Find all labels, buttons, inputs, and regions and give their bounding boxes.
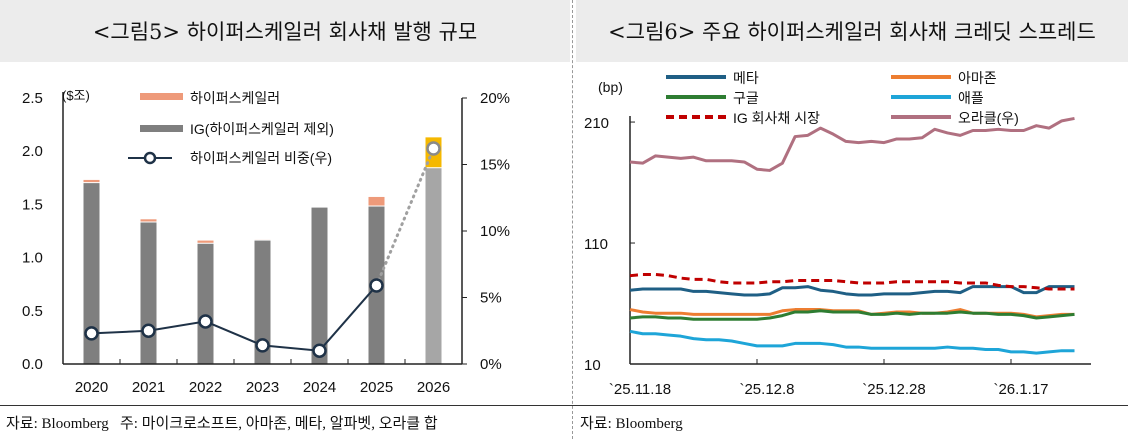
- bar-ig: [254, 240, 271, 364]
- x-tick-label: `25.11.18: [609, 381, 671, 398]
- x-tick-label: 2020: [75, 379, 108, 396]
- share-line-projection: [375, 147, 435, 288]
- legend-swatch-hyperscaler: [140, 93, 183, 100]
- y-tick-label: 210: [584, 115, 609, 132]
- x-tick-label: `25.12.28: [862, 381, 925, 398]
- share-point: [198, 314, 213, 329]
- footnote-right: 자료: Bloomberg: [580, 416, 683, 432]
- x-tick-label: `26.1.17: [993, 381, 1048, 398]
- y-tick-label: 10: [584, 357, 601, 374]
- legend-label: 하이퍼스케일러 비중(우): [190, 150, 332, 166]
- y2-tick-label: 15%: [480, 157, 510, 174]
- x-tick-label: 2024: [303, 379, 336, 396]
- bar-ig: [425, 168, 442, 364]
- bar-ig: [311, 207, 328, 364]
- panel-divider: [572, 0, 573, 439]
- x-tick-label: 2021: [132, 379, 165, 396]
- x-tick-label: 2026: [417, 379, 450, 396]
- series-line: [629, 309, 1075, 321]
- legend-label: 오라클(우): [958, 110, 1019, 126]
- unit-label: (bp): [598, 79, 623, 95]
- share-point: [255, 338, 270, 353]
- legend-swatch-ig: [140, 125, 183, 132]
- bar-ig: [83, 183, 100, 364]
- legend-label: 애플: [958, 90, 984, 106]
- legend-label: 아마존: [958, 70, 997, 86]
- footer-rule: [0, 405, 1128, 406]
- issuance-chart: 2020 2021 2022 2023 2024 2025 2026 0.0 0.5 1.0 1.5…: [22, 88, 510, 396]
- bar-hyperscaler: [197, 240, 214, 243]
- y-tick-label: 0.5: [22, 303, 43, 320]
- share-point: [312, 343, 327, 358]
- legend-marker-share: [143, 151, 157, 165]
- bar-hyperscaler: [83, 179, 100, 183]
- y2-tick-label: 5%: [480, 290, 502, 307]
- share-point: [426, 141, 441, 156]
- x-tick-label: `25.12.8: [739, 381, 794, 398]
- series-line: [629, 285, 1075, 297]
- legend-label: 구글: [733, 90, 759, 106]
- y-tick-label: 2.5: [22, 90, 43, 107]
- unit-label: ($조): [62, 88, 90, 103]
- x-tick-label: 2022: [189, 379, 222, 396]
- y-tick-label: 0.0: [22, 356, 43, 373]
- y2-tick-label: 20%: [480, 90, 510, 107]
- y-tick-label: 1.5: [22, 196, 43, 213]
- bar-hyperscaler: [368, 196, 385, 206]
- share-point: [84, 326, 99, 341]
- figure6-title: <그림6> 주요 하이퍼스케일러 회사채 크레딧 스프레드: [576, 0, 1128, 62]
- legend-label: IG 회사채 시장: [733, 110, 820, 126]
- share-line: [91, 284, 378, 352]
- legend-label: 메타: [733, 70, 759, 86]
- bar-ig: [197, 243, 214, 364]
- y2-tick-label: 0%: [480, 356, 502, 373]
- y2-tick-label: 10%: [480, 223, 510, 240]
- series-line: [629, 329, 1075, 355]
- y-tick-label: 1.0: [22, 250, 43, 267]
- share-point: [141, 323, 156, 338]
- bar-hyperscaler: [140, 219, 157, 222]
- share-point: [369, 278, 384, 293]
- footnote-left: 자료: Bloomberg 주: 마이크로소프트, 아마존, 메타, 알파벳, …: [6, 416, 438, 432]
- bar-ig: [140, 222, 157, 364]
- series-line: [629, 272, 1075, 291]
- legend-label: 하이퍼스케일러: [190, 90, 280, 106]
- series-line: [629, 116, 1075, 172]
- legend-label: IG(하이퍼스케일러 제외): [190, 121, 334, 137]
- spread-chart: 10 110 210 `25.11.18 `25.12.8 `25.12.28 `26.1.…: [584, 70, 1091, 398]
- y-tick-label: 2.0: [22, 143, 43, 160]
- y-tick-label: 110: [584, 236, 608, 253]
- x-tick-label: 2023: [246, 379, 279, 396]
- x-tick-label: 2025: [360, 379, 393, 396]
- figure5-title: <그림5> 하이퍼스케일러 회사채 발행 규모: [0, 0, 570, 62]
